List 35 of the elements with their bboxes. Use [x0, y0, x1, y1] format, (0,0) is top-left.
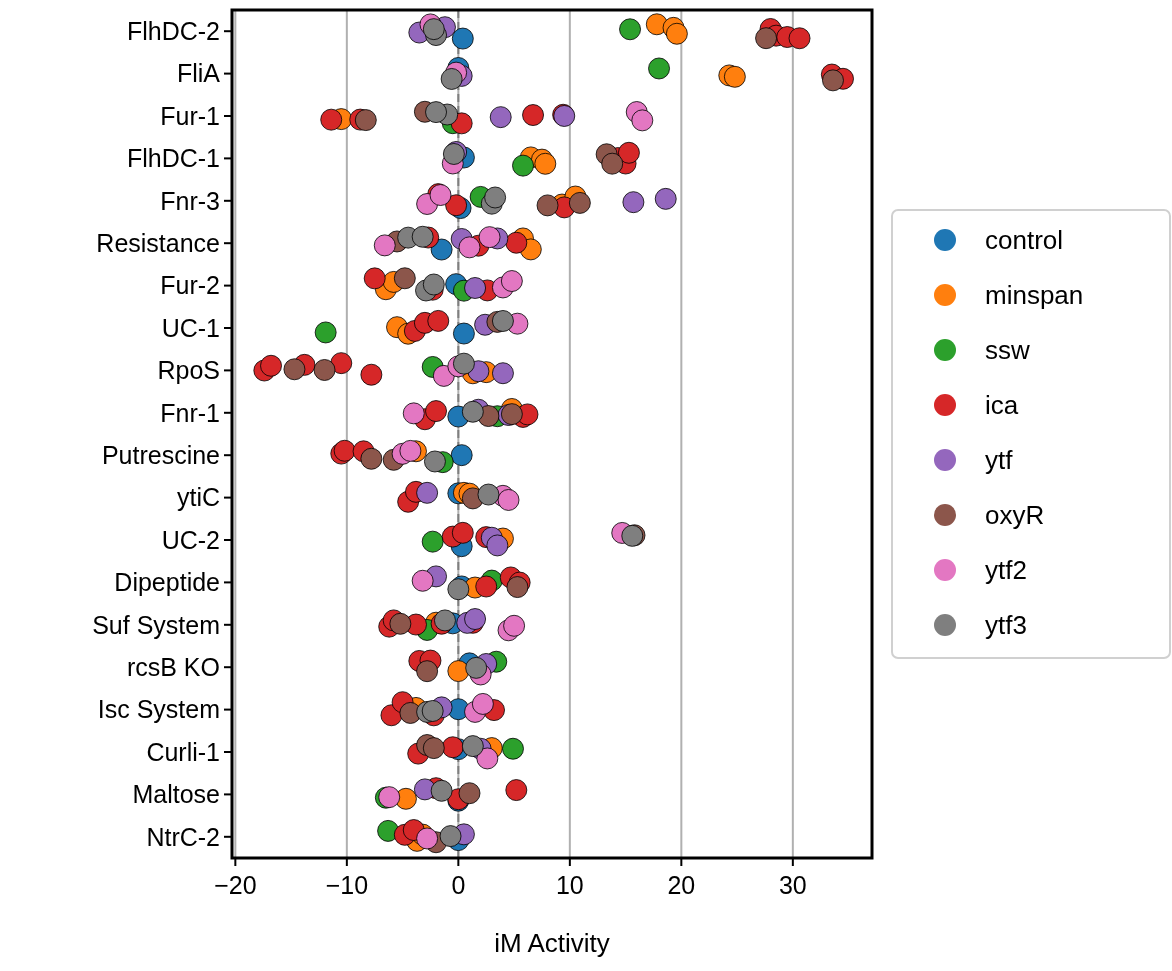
- y-tick-label: Resistance: [96, 228, 220, 257]
- y-tick-label: ytiC: [176, 483, 220, 512]
- y-tick-label: UC-2: [161, 525, 220, 554]
- y-tick-label: Dipeptide: [114, 568, 220, 597]
- y-tick-label: Isc System: [97, 695, 220, 724]
- x-tick-label: −10: [325, 871, 369, 899]
- y-tick-label: Fnr-1: [160, 398, 220, 427]
- y-tick-label: FlhDC-2: [126, 16, 220, 45]
- y-tick-label: RpoS: [157, 356, 220, 385]
- legend-label: ytf2: [985, 555, 1027, 586]
- legend-label: oxyR: [985, 500, 1045, 531]
- legend-label: ytf: [985, 445, 1014, 476]
- x-tick-label: −20: [214, 871, 257, 899]
- x-tick-label: 20: [667, 871, 696, 899]
- legend-label: ytf3: [985, 610, 1027, 641]
- x-tick-label: 10: [555, 871, 584, 899]
- legend-label: control: [985, 225, 1064, 256]
- y-tick-label: Fnr-3: [160, 186, 220, 215]
- y-tick-label: Fur-2: [160, 271, 220, 300]
- x-tick-label: 0: [451, 871, 466, 899]
- x-axis-title: iM Activity: [494, 928, 610, 958]
- y-tick-label: Curli-1: [146, 737, 220, 766]
- legend-label: minspan: [985, 280, 1084, 311]
- y-tick-label: Fur-1: [160, 101, 220, 130]
- y-tick-label: NtrC-2: [146, 822, 220, 851]
- y-tick-label: Maltose: [132, 780, 220, 809]
- y-tick-label: FliA: [176, 59, 221, 88]
- legend-label: ica: [985, 390, 1019, 421]
- y-tick-label: Suf System: [92, 610, 220, 639]
- y-tick-label: FlhDC-1: [126, 144, 220, 173]
- y-tick-label: Putrescine: [101, 440, 220, 469]
- x-tick-label: 30: [778, 871, 807, 899]
- y-tick-label: UC-1: [161, 313, 220, 342]
- y-tick-label: rcsB KO: [126, 652, 220, 681]
- legend-label: ssw: [985, 335, 1030, 366]
